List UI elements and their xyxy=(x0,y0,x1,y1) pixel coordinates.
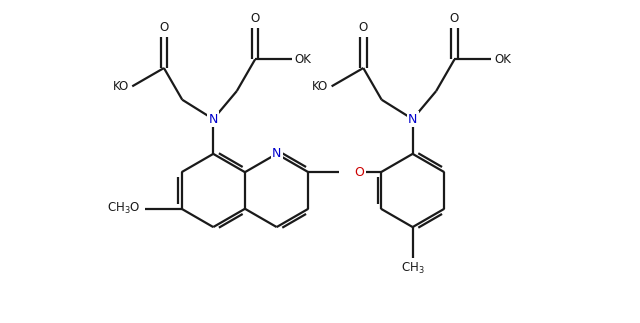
Text: O: O xyxy=(250,12,260,25)
Text: O: O xyxy=(450,12,459,25)
Text: N: N xyxy=(272,147,282,161)
Text: CH$_3$O: CH$_3$O xyxy=(107,201,140,216)
Text: O: O xyxy=(355,166,365,179)
Text: KO: KO xyxy=(113,80,129,93)
Text: CH$_3$: CH$_3$ xyxy=(401,261,424,276)
Text: OK: OK xyxy=(295,53,312,66)
Text: O: O xyxy=(159,21,168,34)
Text: KO: KO xyxy=(312,80,328,93)
Text: O: O xyxy=(358,21,368,34)
Text: OK: OK xyxy=(494,53,511,66)
Text: N: N xyxy=(408,113,417,126)
Text: N: N xyxy=(209,113,218,126)
